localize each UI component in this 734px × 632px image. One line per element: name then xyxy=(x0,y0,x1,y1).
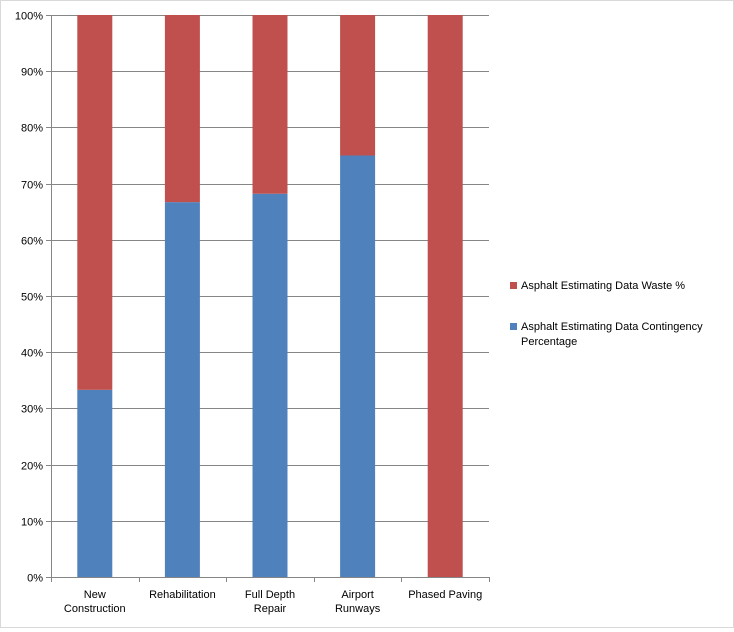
legend-entry-label: Asphalt Estimating Data Contingency Perce… xyxy=(521,321,703,348)
x-axis-tick-labels: New Construction Rehabilitation Full Depth R… xyxy=(64,589,482,615)
y-tick-label: 30% xyxy=(21,404,43,416)
y-tick-label: 40% xyxy=(21,348,43,360)
y-tick-label: 90% xyxy=(21,67,43,79)
x-tick-label: Airport Runways xyxy=(335,589,381,615)
bar-segment xyxy=(164,15,200,203)
y-axis-tick-labels: 0% 10% 20% 30% 40% 50% 60% 70% 80% 90% 100% xyxy=(15,11,43,585)
y-tick-label: 0% xyxy=(27,573,43,585)
axes xyxy=(46,15,490,582)
x-tick-label: Rehabilitation xyxy=(149,589,216,601)
y-tick-label: 50% xyxy=(21,292,43,304)
x-tick-label: Full Depth Repair xyxy=(245,589,295,615)
bars xyxy=(77,15,463,577)
y-tick-label: 100% xyxy=(15,11,43,23)
legend-entry-label: Asphalt Estimating Data Waste % xyxy=(521,280,685,292)
x-tick-label: Phased Paving xyxy=(408,589,482,601)
y-tick-label: 20% xyxy=(21,461,43,473)
bar-segment xyxy=(340,15,376,156)
x-tick-label: New Construction xyxy=(64,589,126,615)
bar-segment xyxy=(77,15,113,390)
bar-segment xyxy=(427,15,463,577)
y-tick-label: 80% xyxy=(21,123,43,135)
bar-segment xyxy=(340,155,376,577)
bar-segment xyxy=(252,15,288,194)
y-tick-label: 60% xyxy=(21,236,43,248)
bar-segment xyxy=(164,202,200,577)
legend: Asphalt Estimating Data Waste % Asphalt E… xyxy=(510,280,703,348)
legend-swatch xyxy=(510,282,517,289)
bar-segment xyxy=(252,193,288,577)
legend-swatch xyxy=(510,323,517,330)
y-tick-label: 10% xyxy=(21,517,43,529)
bar-segment xyxy=(77,389,113,577)
y-tick-label: 70% xyxy=(21,180,43,192)
